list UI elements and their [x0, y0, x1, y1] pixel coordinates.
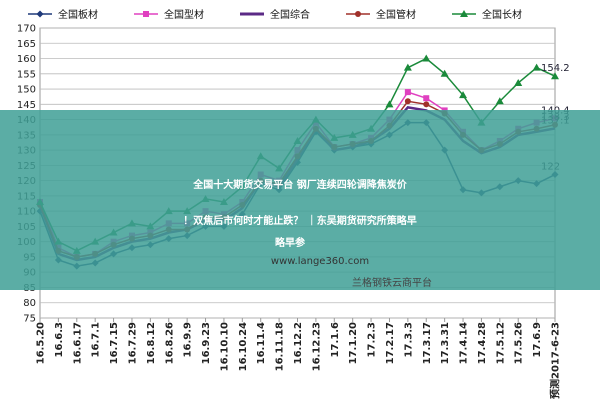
x-tick-label: 16.11.18: [275, 322, 286, 371]
x-tick-label: 17.2.3: [367, 322, 378, 357]
x-tick-label: 16.12.2: [293, 322, 304, 364]
x-tick-label: 16.10.24: [238, 322, 249, 371]
marker: [404, 98, 411, 105]
y-tick-label: 160: [17, 54, 36, 65]
marker: [514, 78, 523, 86]
watermark: www.lange360.com: [271, 256, 369, 267]
x-tick-label: 16.6.3: [54, 322, 65, 357]
marker: [403, 63, 412, 71]
marker: [355, 11, 361, 17]
x-tick-label: 16.9.9: [183, 322, 194, 357]
x-tick-label: 16.8.12: [146, 322, 157, 364]
x-tick-label: 16.7.29: [127, 322, 138, 364]
legend-label: 全国型材: [164, 8, 204, 21]
x-tick-label: 17.4.28: [477, 322, 488, 364]
x-tick-label: 17.5.26: [514, 322, 525, 364]
y-tick-label: 80: [23, 298, 36, 309]
x-tick-label: 16.7.1: [91, 322, 102, 357]
x-tick-label: 17.4.14: [459, 322, 470, 364]
marker: [422, 54, 431, 62]
banner-text: 全国十大期货交易平台 钢厂连续四轮调降焦炭价: [192, 178, 407, 191]
marker: [404, 89, 411, 96]
x-tick-label: 17.3.31: [440, 322, 451, 364]
y-tick-label: 145: [17, 100, 36, 111]
x-tick-label: 16.6.17: [72, 322, 83, 364]
x-tick-label: 16.11.4: [256, 322, 267, 364]
legend: 全国板材 全国型材 全国综合 全国管材 全国长材: [28, 8, 522, 21]
banner-text: 略早参: [275, 236, 305, 249]
marker: [423, 101, 430, 108]
y-tick-label: 150: [17, 85, 36, 96]
x-tick-label: 16.5.20: [36, 322, 47, 364]
x-tick-label: 17.3.17: [422, 322, 433, 364]
x-tick-label: 17.3.3: [403, 322, 414, 357]
y-tick-label: 155: [17, 69, 36, 80]
marker: [440, 69, 449, 77]
x-tick-label: 16.10.10: [219, 322, 230, 371]
y-tick-label: 165: [17, 39, 36, 50]
x-tick-label: 17.2.17: [385, 322, 396, 364]
marker: [460, 10, 468, 17]
marker: [495, 97, 504, 105]
x-tick-label: 17.5.12: [495, 322, 506, 364]
x-tick-label: 16.7.15: [109, 322, 120, 364]
watermark: 兰格钢铁云商平台: [352, 276, 432, 289]
legend-label: 全国长材: [482, 8, 522, 21]
marker: [423, 95, 430, 102]
x-tick-label: 16.12.23: [311, 322, 322, 371]
y-tick-label: 75: [23, 314, 36, 325]
legend-label: 全国管材: [376, 8, 416, 21]
banner: [0, 110, 600, 290]
y-tick-label: 170: [17, 24, 36, 35]
marker: [459, 91, 468, 99]
x-tick-label: 预测2017-6-23: [549, 322, 562, 399]
banner-text: ！双焦后市何时才能止跌？ ｜东吴期货研究所策略早: [183, 214, 416, 227]
overlay: 全国十大期货交易平台 钢厂连续四轮调降焦炭价 ！双焦后市何时才能止跌？ ｜东吴期货…: [183, 178, 432, 289]
legend-label: 全国板材: [58, 8, 98, 21]
x-tick-label: 17.1.20: [348, 322, 359, 364]
marker: [143, 11, 149, 17]
x-tick-label: 17.6.9: [532, 322, 543, 357]
marker: [36, 10, 44, 18]
legend-label: 全国综合: [270, 8, 310, 21]
marker: [385, 100, 394, 108]
x-tick-label: 16.8.26: [164, 322, 175, 364]
marker: [532, 63, 541, 71]
data-label: 154.2: [541, 63, 570, 74]
marker: [551, 72, 559, 80]
x-tick-label: 16.9.23: [201, 322, 212, 364]
x-tick-label: 17.1.6: [330, 322, 341, 357]
